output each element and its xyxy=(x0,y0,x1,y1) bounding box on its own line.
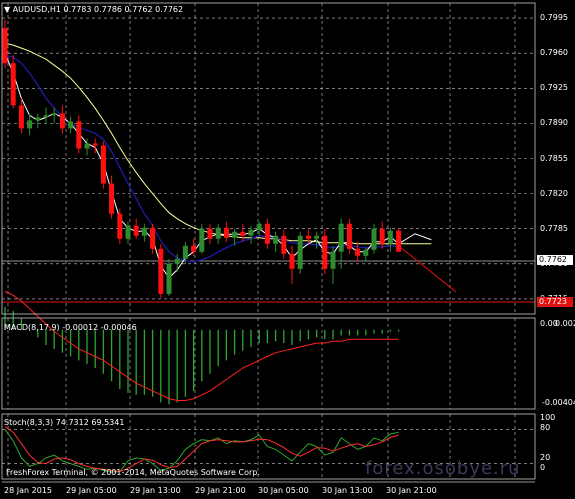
panel-frames xyxy=(1,2,536,483)
candle-body xyxy=(150,227,156,249)
symbol-name: AUDUSD,H1 xyxy=(12,5,61,14)
macd-title: MACD(8,17,9) -0.00012 -0.00046 xyxy=(4,323,137,332)
candle-body xyxy=(59,113,65,129)
price-label: 0.7960 xyxy=(540,48,568,58)
chart-grid xyxy=(2,3,535,479)
time-label: 28 Jan 2015 xyxy=(4,486,52,495)
candle-body xyxy=(51,113,57,116)
candle-body xyxy=(182,245,188,259)
price-label: 0.7785 xyxy=(540,223,568,233)
candle-body xyxy=(355,248,361,256)
candle-body xyxy=(314,235,320,239)
macd-bottom-label: -0.00404 xyxy=(542,398,575,407)
candle-body xyxy=(43,115,49,118)
price-label: 0.7820 xyxy=(540,188,568,198)
candle-body xyxy=(264,223,270,244)
candle-body xyxy=(273,235,279,244)
candle-body xyxy=(322,235,328,269)
stoch-label-100: 100 xyxy=(540,413,556,422)
candle-body xyxy=(207,228,213,239)
candle-body xyxy=(84,143,90,149)
candle-body xyxy=(76,121,82,149)
time-label: 30 Jan 13:00 xyxy=(322,486,373,495)
candle-body xyxy=(363,249,369,256)
candle-body xyxy=(232,231,238,238)
candle-body xyxy=(338,223,344,252)
ma-fast-extension xyxy=(398,233,432,245)
candle-body xyxy=(141,227,147,236)
time-label: 29 Jan 21:00 xyxy=(195,486,246,495)
panel-border xyxy=(1,317,536,410)
projection-line xyxy=(398,245,457,293)
candle-body xyxy=(35,117,41,121)
stoch-title: Stoch(8,3,3) 74.7312 69.5341 xyxy=(4,418,125,427)
down-triangle-icon: ▼ xyxy=(4,5,11,14)
candlesticks xyxy=(2,20,402,298)
panel-border xyxy=(1,2,536,315)
candle-body xyxy=(158,248,164,294)
candle-body xyxy=(240,231,246,236)
candle-body xyxy=(223,227,229,238)
candle-body xyxy=(133,225,139,236)
candle-body xyxy=(117,213,123,239)
stochastic-indicator xyxy=(4,426,399,473)
candle-body xyxy=(248,229,254,236)
candle-body xyxy=(191,245,197,252)
candle-body xyxy=(27,120,33,129)
copyright-text: FreshForex Terminal, © 2001-2014, MetaQu… xyxy=(6,468,260,477)
time-label: 29 Jan 13:00 xyxy=(130,486,181,495)
candle-body xyxy=(305,235,311,239)
candle-body xyxy=(10,63,16,106)
price-label: 0.7925 xyxy=(540,83,568,93)
moving-averages xyxy=(4,42,457,293)
macd-indicator xyxy=(4,291,400,405)
panel-border xyxy=(1,413,536,480)
candle-body xyxy=(215,227,221,239)
candle-body xyxy=(166,263,172,294)
time-label: 29 Jan 05:00 xyxy=(66,486,117,495)
ohlc-values: 0.7783 0.7786 0.7762 0.7762 xyxy=(63,5,184,14)
candle-body xyxy=(346,223,352,249)
watermark: forex.osobye.ru xyxy=(365,458,521,479)
time-label: 30 Jan 05:00 xyxy=(258,486,309,495)
candle-body xyxy=(297,235,303,269)
symbol-header: ▼ AUDUSD,H1 0.7783 0.7786 0.7762 0.7762 xyxy=(4,5,183,15)
stoch-label-80: 80 xyxy=(540,423,551,432)
candle-body xyxy=(100,145,106,184)
candle-body xyxy=(379,228,385,244)
candle-body xyxy=(387,230,393,244)
candle-body xyxy=(289,253,295,269)
candle-body xyxy=(330,251,336,269)
stoch-label-20: 20 xyxy=(540,453,551,462)
stoch-main-line xyxy=(4,429,399,473)
price-label: 0.7995 xyxy=(540,13,568,23)
stoch-label-0: 0 xyxy=(540,463,546,472)
candle-body xyxy=(199,228,205,252)
price-label: 0.7855 xyxy=(540,153,568,163)
candle-body xyxy=(18,105,24,129)
candle-body xyxy=(92,143,98,146)
current-price-tag: 0.7762 xyxy=(537,255,573,265)
line-price-tag: 0.7723 xyxy=(537,297,573,307)
macd-signal-line xyxy=(4,291,399,401)
candle-body xyxy=(371,228,377,250)
price-label: 0.7890 xyxy=(540,118,568,128)
candle-body xyxy=(68,121,74,129)
macd-zero-label: 0.00 xyxy=(540,319,558,328)
candle-body xyxy=(281,235,287,254)
candle-body xyxy=(2,28,8,64)
stoch-signal-line xyxy=(4,426,399,473)
ma-slow-line xyxy=(4,42,399,245)
candle-body xyxy=(174,258,180,264)
candle-body xyxy=(125,225,131,239)
candle-body xyxy=(396,230,402,252)
candle-body xyxy=(256,223,262,230)
candle-body xyxy=(109,183,115,214)
time-label: 30 Jan 21:00 xyxy=(386,486,437,495)
